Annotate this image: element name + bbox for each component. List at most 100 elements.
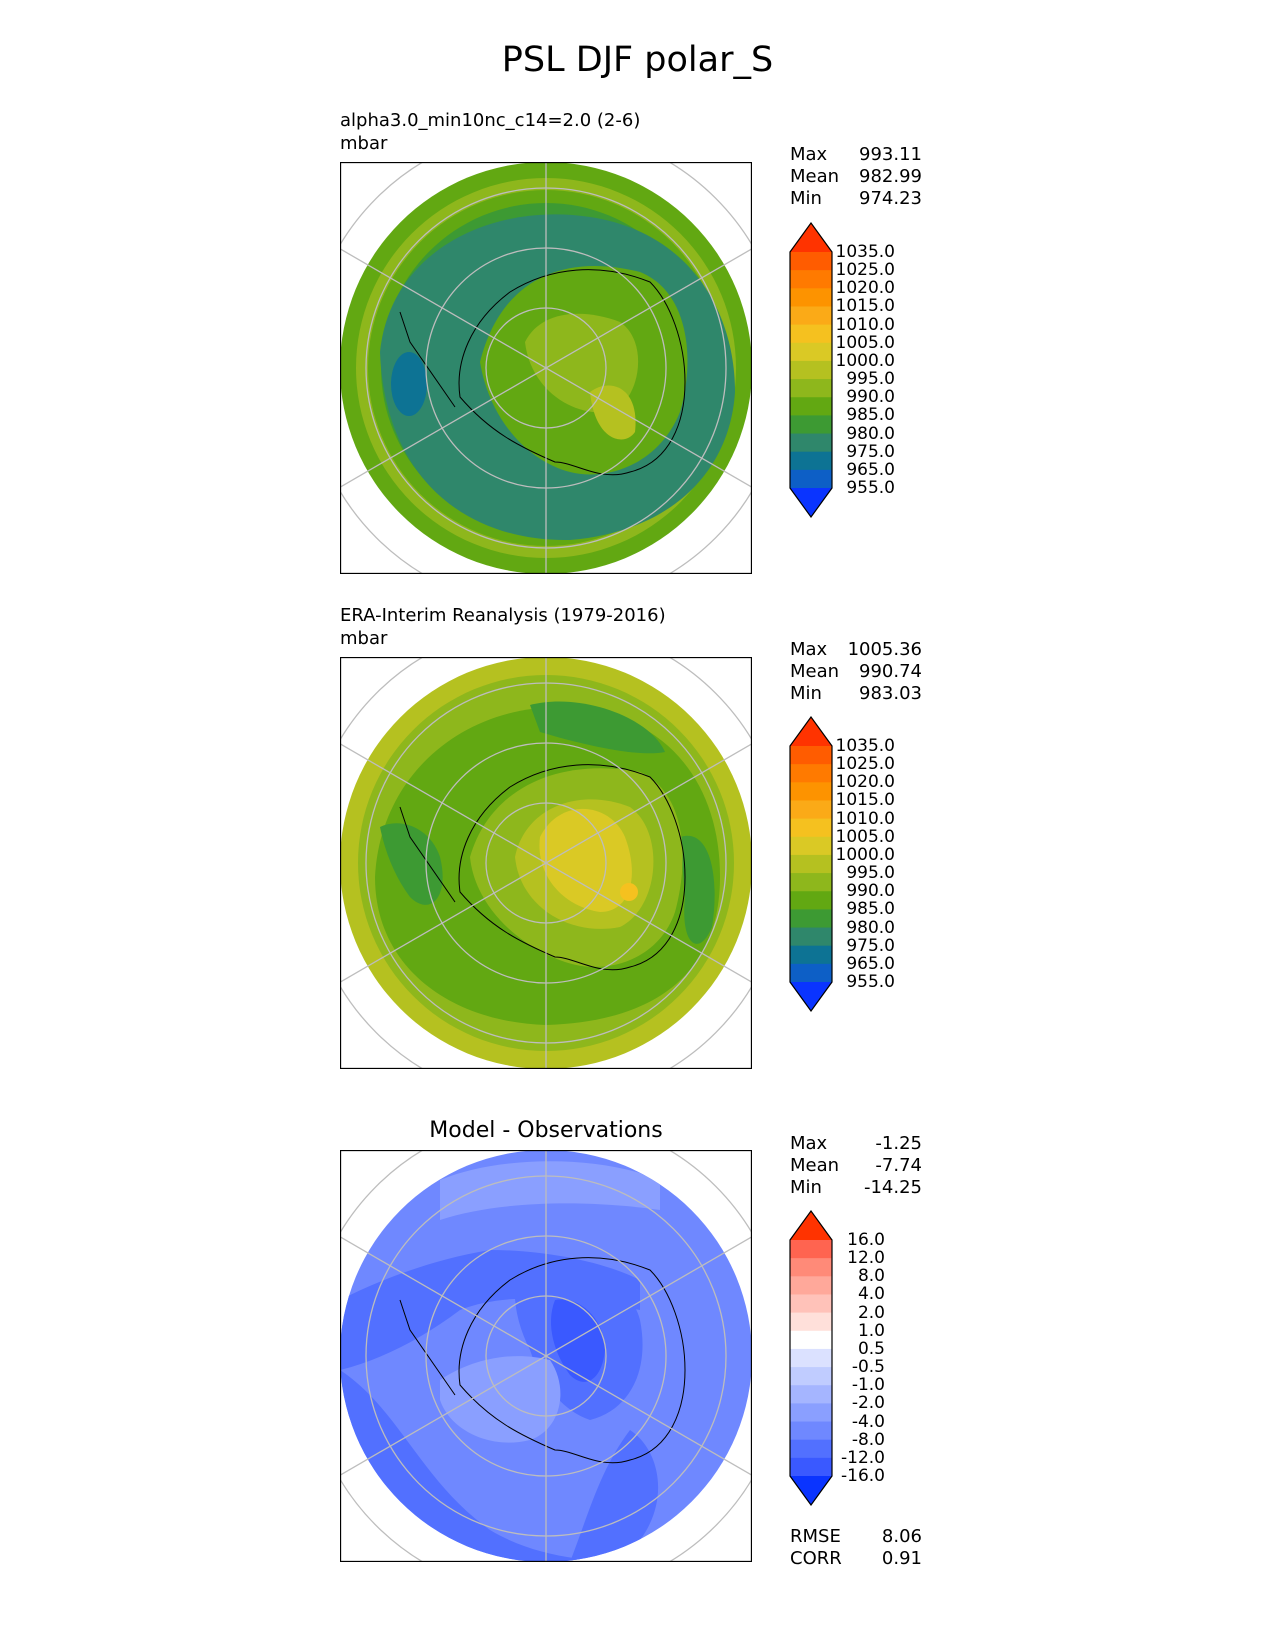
colorbar-under-arrow — [790, 982, 832, 1011]
colorbar-block — [790, 873, 832, 892]
diff-colorbar — [789, 1210, 833, 1506]
obs-colorbar — [789, 716, 833, 1012]
obs-field-low-cell — [530, 701, 665, 754]
colorbar-tick-label: 16.0 — [847, 1230, 885, 1250]
colorbar-block — [790, 1348, 832, 1368]
colorbar-block — [790, 1439, 832, 1459]
colorbar-block — [790, 854, 832, 874]
colorbar-tick-label: 0.5 — [857, 1338, 885, 1359]
obs-field-low-cell3 — [680, 835, 715, 944]
model-field-coast — [399, 269, 686, 476]
colorbar-tick-label: -16.0 — [841, 1466, 885, 1486]
colorbar-block — [790, 945, 832, 965]
colorbar-tick-label: 980.0 — [846, 423, 895, 444]
obs-field-coast — [399, 764, 686, 971]
diff-field-light — [440, 1356, 561, 1443]
colorbar-tick-label: 1000.0 — [835, 844, 895, 865]
colorbar-block — [790, 1240, 832, 1259]
colorbar-tick-label: -12.0 — [841, 1447, 885, 1468]
colorbar-block — [790, 818, 832, 838]
model-colorbar — [789, 222, 833, 518]
colorbar-block — [790, 324, 832, 344]
model-stats: Max 993.11 Mean 982.99 Min 974.23 — [790, 144, 922, 210]
colorbar-tick-label: 1000.0 — [835, 350, 895, 371]
colorbar-tick-label: 990.0 — [846, 881, 895, 902]
colorbar-tick-label: -8.0 — [851, 1429, 885, 1450]
colorbar-block — [790, 1457, 832, 1477]
colorbar-block — [790, 1330, 832, 1350]
diff-map — [340, 1150, 752, 1562]
colorbar-tick-label: -1.0 — [851, 1375, 885, 1396]
colorbar-tick-label: 985.0 — [846, 899, 895, 920]
diff-extra-stats: RMSE 8.06 CORR 0.91 — [790, 1526, 922, 1570]
colorbar-tick-label: 1020.0 — [835, 278, 895, 299]
page-title: PSL DJF polar_S — [501, 40, 774, 80]
diff-panel-title: Model - Observations — [429, 1118, 663, 1143]
colorbar-tick-label: 1015.0 — [835, 790, 895, 811]
stat-mean: Mean -7.74 — [790, 1155, 922, 1176]
stat-mean: Mean 990.74 — [790, 661, 922, 682]
colorbar-outline — [789, 222, 833, 518]
colorbar-block — [790, 360, 832, 380]
colorbar-block — [790, 288, 832, 307]
diff-field-right-band — [570, 1430, 659, 1562]
obs-panel-units: mbar — [340, 628, 388, 649]
colorbar-block — [790, 379, 832, 398]
colorbar-tick-label: 980.0 — [846, 917, 895, 938]
colorbar-outline — [789, 1210, 833, 1506]
colorbar-tick-label: 1025.0 — [835, 754, 895, 775]
colorbar-outline — [789, 716, 833, 1012]
colorbar-block — [790, 1258, 832, 1277]
colorbar-tick-label: 12.0 — [847, 1248, 885, 1269]
stat-min: Min 983.03 — [790, 683, 922, 704]
stat-corr: CORR 0.91 — [790, 1548, 922, 1569]
diff-field-coast — [399, 1257, 686, 1464]
obs-panel-title: ERA-Interim Reanalysis (1979-2016) — [340, 605, 666, 626]
colorbar-block — [790, 1367, 832, 1386]
obs-field-peak — [620, 883, 638, 901]
colorbar-block — [790, 891, 832, 910]
obs-stats: Max 1005.36 Mean 990.74 Min 983.03 — [790, 639, 922, 705]
colorbar-block — [790, 415, 832, 435]
colorbar-block — [790, 764, 832, 783]
colorbar-tick-label: 1.0 — [857, 1320, 885, 1341]
colorbar-over-arrow — [790, 223, 832, 252]
colorbar-block — [790, 306, 832, 326]
colorbar-tick-label: 1035.0 — [835, 242, 895, 262]
colorbar-tick-label: 990.0 — [846, 387, 895, 408]
colorbar-tick-label: -4.0 — [851, 1411, 885, 1432]
stat-mean: Mean 982.99 — [790, 166, 922, 187]
stat-min: Min -14.25 — [790, 1177, 922, 1198]
colorbar-tick-label: 1035.0 — [835, 736, 895, 756]
colorbar-block — [790, 963, 832, 983]
colorbar-over-arrow — [790, 717, 832, 746]
diff-field-min — [550, 1299, 605, 1382]
colorbar-block — [790, 1403, 832, 1423]
model-panel-title: alpha3.0_min10nc_c14=2.0 (2-6) — [340, 110, 641, 131]
colorbar-block — [790, 1276, 832, 1295]
colorbar-tick-label: 4.0 — [857, 1284, 885, 1305]
colorbar-block — [790, 927, 832, 947]
colorbar-tick-label: 1005.0 — [835, 826, 895, 847]
colorbar-block — [790, 1385, 832, 1404]
colorbar-tick-label: 1010.0 — [835, 314, 895, 335]
colorbar-block — [790, 252, 832, 271]
colorbar-tick-label: 2.0 — [857, 1302, 885, 1323]
colorbar-block — [790, 397, 832, 416]
stat-max: Max -1.25 — [790, 1133, 922, 1154]
colorbar-block — [790, 746, 832, 765]
colorbar-block — [790, 342, 832, 362]
colorbar-block — [790, 1294, 832, 1314]
diff-field-top — [440, 1161, 660, 1220]
model-field-high2 — [590, 385, 636, 440]
colorbar-tick-label: 8.0 — [857, 1266, 885, 1287]
colorbar-tick-label: 1015.0 — [835, 296, 895, 317]
colorbar-block — [790, 1421, 832, 1441]
obs-map — [340, 657, 752, 1069]
colorbar-block — [790, 433, 832, 453]
model-field-low-cell — [391, 352, 427, 416]
colorbar-block — [790, 270, 832, 289]
stat-rmse: RMSE 8.06 — [790, 1526, 922, 1547]
colorbar-block — [790, 1312, 832, 1332]
colorbar-tick-label: -0.5 — [851, 1357, 885, 1378]
